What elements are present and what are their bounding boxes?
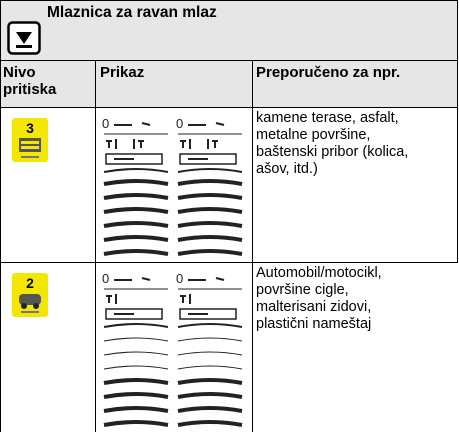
col-header-text: Preporučeno za npr.	[256, 64, 401, 81]
text-line: kamene terase, asfalt,	[256, 110, 399, 126]
level-badge: 3	[12, 118, 48, 162]
level-cell: 3	[0, 107, 96, 263]
col-header: Preporučeno za npr.	[252, 60, 458, 108]
display-images: 0	[102, 114, 244, 256]
display-cell: 0	[95, 262, 253, 432]
level-number: 3	[26, 120, 34, 136]
text-cell: kamene terase, asfalt, metalne površine,…	[252, 107, 458, 263]
text-line: malterisani zidovi,	[256, 299, 372, 315]
col-header: Prikaz	[95, 60, 253, 108]
svg-text:0: 0	[102, 116, 109, 131]
col-header: Nivo pritiska	[0, 60, 96, 108]
svg-text:0: 0	[102, 271, 109, 286]
level-badge: 2	[12, 273, 48, 317]
level-number: 2	[26, 275, 34, 291]
col-header-text: Prikaz	[100, 64, 145, 81]
text-line: metalne površine,	[256, 127, 371, 143]
title: Mlaznica za ravan mlaz	[47, 4, 217, 21]
display-cell: 0	[95, 107, 253, 263]
recommendation: Automobil/motocikl, površine cigle, malt…	[256, 265, 382, 333]
col-header-text: Nivo	[3, 64, 36, 81]
text-line: ašov, itd.)	[256, 161, 318, 177]
text-cell: Automobil/motocikl, površine cigle, malt…	[252, 262, 458, 432]
col-header-text: pritiska	[3, 81, 57, 98]
badge-art	[19, 294, 41, 313]
display-images: 0	[102, 269, 244, 427]
dropdown-icon	[7, 21, 41, 55]
badge-art	[19, 138, 41, 158]
text-line: Automobil/motocikl,	[256, 265, 382, 281]
text-line: površine cigle,	[256, 282, 349, 298]
text-line: baštenski pribor (kolica,	[256, 144, 409, 160]
level-cell: 2	[0, 262, 96, 432]
header-row: Mlaznica za ravan mlaz	[0, 0, 458, 61]
recommendation: kamene terase, asfalt, metalne površine,…	[256, 110, 408, 178]
text-line: plastični nameštaj	[256, 316, 372, 332]
